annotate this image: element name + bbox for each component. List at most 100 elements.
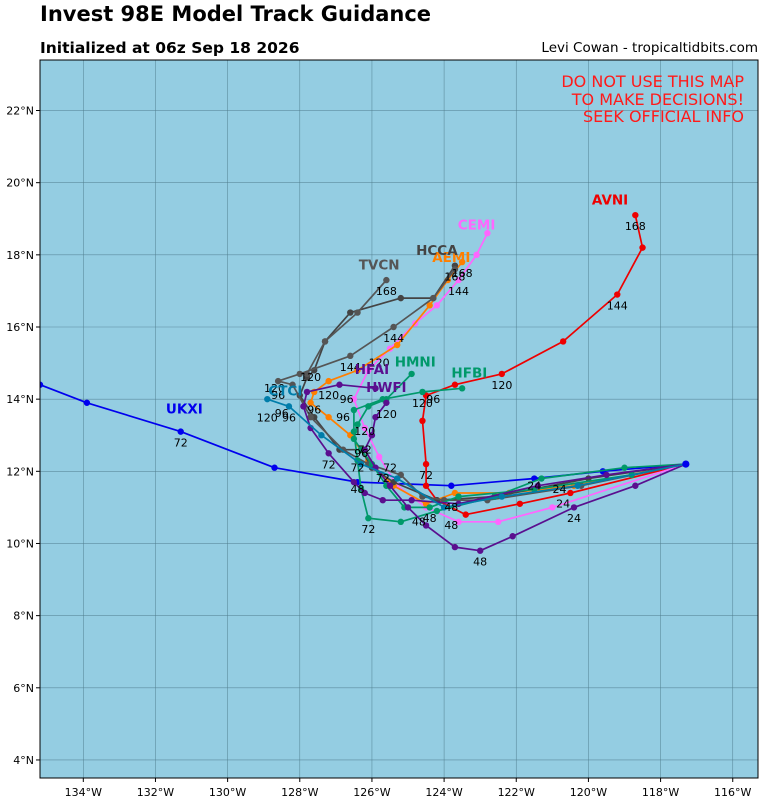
track-point-ctci (440, 504, 448, 511)
hour-label: 72 (358, 443, 372, 456)
hour-label: 96 (307, 404, 321, 417)
track-point-hmni (433, 507, 441, 515)
hour-label: 72 (376, 472, 390, 485)
track-point-hwfi (408, 496, 415, 504)
warning-line-2: TO MAKE DECISIONS! (571, 90, 744, 109)
hour-label: 96 (275, 407, 289, 420)
axis-ticks: 134°W 132°W 130°W 128°W 126°W 124°W 122°W 120°W… (6, 105, 751, 799)
track-point-tvcn (289, 381, 296, 388)
track-point-ctci (393, 475, 401, 482)
hour-label: 120 (354, 425, 375, 438)
track-point-avni (498, 370, 506, 378)
track-point-hwfi (379, 496, 386, 504)
y-tick-label: 4°N (13, 754, 34, 767)
track-lines (40, 211, 690, 554)
hour-label: 96 (354, 447, 368, 460)
track-point-cemi (375, 453, 383, 461)
track-point-hwfi (325, 450, 332, 457)
x-tick-label: 126°W (353, 786, 390, 799)
track-point-hmni (397, 518, 405, 526)
track-point-tvcn (274, 377, 282, 385)
hour-label: 48 (423, 512, 437, 525)
model-label-hcca: HCCA (416, 243, 458, 259)
hour-label: 72 (383, 461, 397, 474)
hour-label: 72 (419, 469, 433, 482)
track-point-hwfi (361, 489, 368, 497)
track-point-tvcn (321, 338, 329, 345)
track-point-aemi (307, 399, 314, 406)
track-point-aemi (393, 341, 401, 349)
track-point-aemi (325, 377, 332, 385)
hour-label: 96 (426, 393, 440, 406)
y-tick-label: 18°N (6, 249, 34, 262)
hour-label: 24 (567, 512, 581, 525)
y-tick-label: 22°N (6, 105, 34, 118)
grid-lines (40, 60, 758, 778)
track-tvcn (306, 279, 388, 375)
track-point-ctci (318, 432, 325, 439)
hour-label: 24 (527, 479, 541, 492)
track-point-hfai (383, 399, 390, 406)
track-point-hfbi (365, 403, 372, 410)
model-label-avni: AVNI (592, 192, 628, 208)
track-point-hfai (361, 446, 368, 453)
model-label-ctci: CTCI (268, 384, 302, 400)
hour-label: 48 (444, 519, 458, 532)
x-tick-label: 134°W (65, 786, 102, 799)
x-tick-label: 118°W (642, 786, 679, 799)
track-point-tvcn (354, 309, 361, 316)
y-tick-label: 12°N (6, 465, 34, 478)
track-point-ctci (264, 395, 271, 403)
track-point-tvcn (430, 294, 437, 302)
hour-label: 120 (300, 371, 321, 384)
hour-label: 72 (351, 461, 365, 474)
map-frame (39, 59, 759, 779)
track-point-avni (419, 417, 426, 425)
hour-label: 72 (361, 523, 375, 536)
track-point-avni (567, 489, 574, 497)
y-tick-label: 16°N (6, 321, 34, 334)
start-point (682, 460, 690, 468)
hour-label: 72 (322, 458, 336, 471)
hour-label: 144 (383, 332, 404, 345)
track-point-avni (422, 482, 430, 489)
track-point-cemi (455, 518, 462, 526)
warning-line-3: SEEK OFFICIAL INFO (583, 107, 744, 126)
hour-label: 120 (376, 408, 397, 421)
track-point-avni (422, 460, 430, 468)
track-point-cemi (549, 504, 556, 511)
hour-label: 96 (340, 393, 354, 406)
track-point-hfai (422, 522, 430, 529)
track-point-ukxi (271, 464, 278, 471)
x-tick-label: 124°W (425, 786, 462, 799)
track-point-tvcn (383, 276, 390, 284)
track-point-hfai (386, 482, 394, 489)
init-time: Initialized at 06z Sep 18 2026 (40, 39, 300, 57)
track-point-hmni (350, 406, 358, 414)
track-tvcn (277, 268, 686, 502)
hour-label: 120 (257, 411, 278, 424)
hour-label: 168 (444, 271, 465, 284)
track-point-ukxi (83, 399, 91, 406)
track-point-hwfi (303, 388, 311, 396)
hour-label: 96 (282, 411, 296, 424)
x-tick-label: 116°W (714, 786, 751, 799)
track-point-hfai (451, 543, 459, 551)
track-point-tvcn (307, 413, 314, 421)
track-point-hwfi (336, 381, 343, 388)
track-point-tvcn (390, 323, 397, 331)
track-point-hwfi (300, 403, 307, 410)
track-point-hfai (476, 547, 484, 554)
track-point-cemi (350, 395, 358, 403)
hour-label: 96 (271, 389, 285, 402)
track-point-tvcn (303, 370, 311, 378)
hour-label: 48 (473, 556, 487, 569)
warning-line-1: DO NOT USE THIS MAP (561, 72, 744, 91)
hour-label: 120 (369, 357, 390, 370)
track-point-cemi (433, 302, 441, 309)
track-point-hwfi (350, 478, 358, 486)
hour-label: 168 (452, 267, 473, 280)
hour-label: 72 (174, 437, 188, 450)
x-tick-label: 120°W (570, 786, 607, 799)
